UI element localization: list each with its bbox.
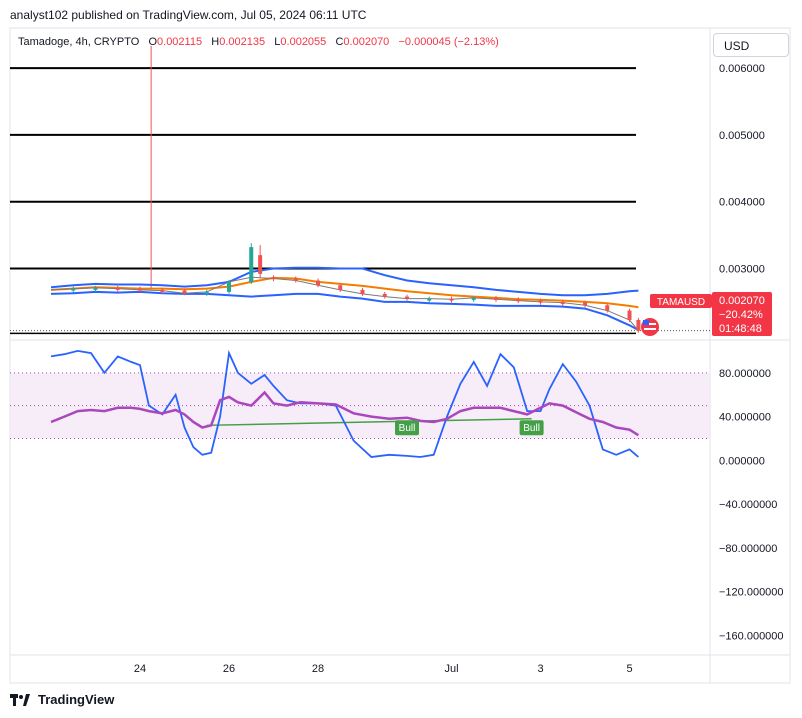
low-label: L <box>274 36 281 48</box>
oscillator-axis-tick: 80.000000 <box>719 368 771 380</box>
price-close-line <box>50 276 639 331</box>
flag-canton <box>643 320 649 325</box>
candle-body <box>494 297 498 300</box>
price-tag-bg <box>712 292 772 336</box>
candle-body <box>583 302 587 306</box>
candle-body <box>316 280 320 286</box>
price-tag: TAMAUSD 0.002070 −20.42% 01:48:48 <box>641 292 772 336</box>
bollinger-lower-line <box>50 290 639 331</box>
time-axis: 24 26 28 Jul 3 5 <box>134 663 633 675</box>
close-value: 0.002070 <box>343 36 390 48</box>
candle-body <box>538 300 543 303</box>
stochastic-pane: Bull Bull <box>10 349 710 458</box>
ticker-tag-bg <box>650 294 712 308</box>
candle-body <box>471 297 476 300</box>
symbol-name: Tamadoge, 4h, CRYPTO <box>18 36 140 48</box>
price-axis-tick: 0.005000 <box>719 130 765 142</box>
price-axis-tick: 0.006000 <box>719 63 765 75</box>
candle-body <box>138 288 142 291</box>
close-label: C <box>335 36 344 48</box>
publisher-header: analyst102 published on TradingView.com,… <box>10 8 367 22</box>
candle-body <box>115 287 120 290</box>
oscillator-axis-tick: 0.000000 <box>719 455 765 467</box>
candle-body <box>360 289 365 294</box>
time-axis-tick: 28 <box>312 663 324 675</box>
oscillator-axis-tick: −120.000000 <box>719 587 784 599</box>
candle-body <box>204 291 209 294</box>
oscillator-axis-tick: −80.000000 <box>719 543 777 555</box>
open-value: 0.002115 <box>157 36 203 48</box>
flag-stripe-2 <box>644 328 656 330</box>
candle-body <box>605 305 610 311</box>
price-axis-tick: 0.003000 <box>719 264 765 276</box>
time-axis-tick: 24 <box>134 663 146 675</box>
bull-label: Bull <box>399 423 416 434</box>
symbol-ohlc-bar: Tamadoge, 4h, CRYPTO O0.002115 H0.002135… <box>18 36 499 48</box>
oscillator-axis-tick: −160.000000 <box>719 630 784 642</box>
candle-body <box>427 298 432 301</box>
bollinger-upper-line <box>50 266 639 297</box>
candle-body <box>71 288 76 291</box>
low-value: 0.002055 <box>280 36 327 48</box>
bull-divergence-line <box>206 418 532 427</box>
tradingview-logo-icon <box>10 693 30 706</box>
stoch-d-line <box>50 390 640 437</box>
oscillator-axis-tick: 40.000000 <box>719 412 771 424</box>
time-axis-tick: 5 <box>626 663 632 675</box>
bull-label: Bull <box>523 423 540 434</box>
candle-body <box>382 293 387 297</box>
candle-body <box>636 319 641 331</box>
price-tag-countdown: 01:48:48 <box>719 323 762 335</box>
price-axis: 0.006000 0.005000 0.004000 0.003000 <box>719 63 765 275</box>
ticker-tag: TAMAUSD <box>657 297 705 308</box>
oscillator-axis-tick: −40.000000 <box>719 499 777 511</box>
candle-body <box>560 301 565 304</box>
candle-body <box>271 277 276 280</box>
high-value: 0.002135 <box>219 36 266 48</box>
candle-body <box>338 285 343 290</box>
time-axis-tick: 3 <box>537 663 543 675</box>
candle-body <box>182 290 187 294</box>
candle-body-red <box>258 255 263 274</box>
candle-body <box>293 278 298 281</box>
candle-body <box>93 287 98 290</box>
candle-body <box>160 289 165 292</box>
price-pane <box>10 46 710 335</box>
footer-brand: TradingView <box>38 692 115 707</box>
candle-body <box>449 298 454 301</box>
bollinger-basis-line <box>50 276 639 309</box>
change-value: −0.000045 (−2.13%) <box>398 36 499 48</box>
chart-frame <box>9 27 791 684</box>
bull-label-bg <box>519 420 544 436</box>
candle-body <box>227 281 231 292</box>
flag-stripe-1 <box>644 323 656 325</box>
candle-body <box>516 299 521 302</box>
chart-canvas[interactable]: Bull Bull 0.006000 0.005000 0.004000 0.00300… <box>0 0 802 690</box>
time-axis-tick: 26 <box>223 663 235 675</box>
price-tag-value: 0.002070 <box>719 295 765 307</box>
price-tag-change: −20.42% <box>719 309 763 321</box>
high-label: H <box>211 36 220 48</box>
footer: TradingView <box>10 692 114 707</box>
time-axis-tick: Jul <box>444 663 458 675</box>
currency-button[interactable]: USD <box>713 33 789 57</box>
candle-body <box>405 296 409 299</box>
candle-body <box>627 310 632 320</box>
oscillator-axis: 80.000000 40.000000 0.000000 −40.000000 −80.… <box>719 368 784 643</box>
price-axis-tick: 0.004000 <box>719 197 765 209</box>
open-label: O <box>148 36 158 48</box>
bull-label-bg <box>395 420 419 436</box>
